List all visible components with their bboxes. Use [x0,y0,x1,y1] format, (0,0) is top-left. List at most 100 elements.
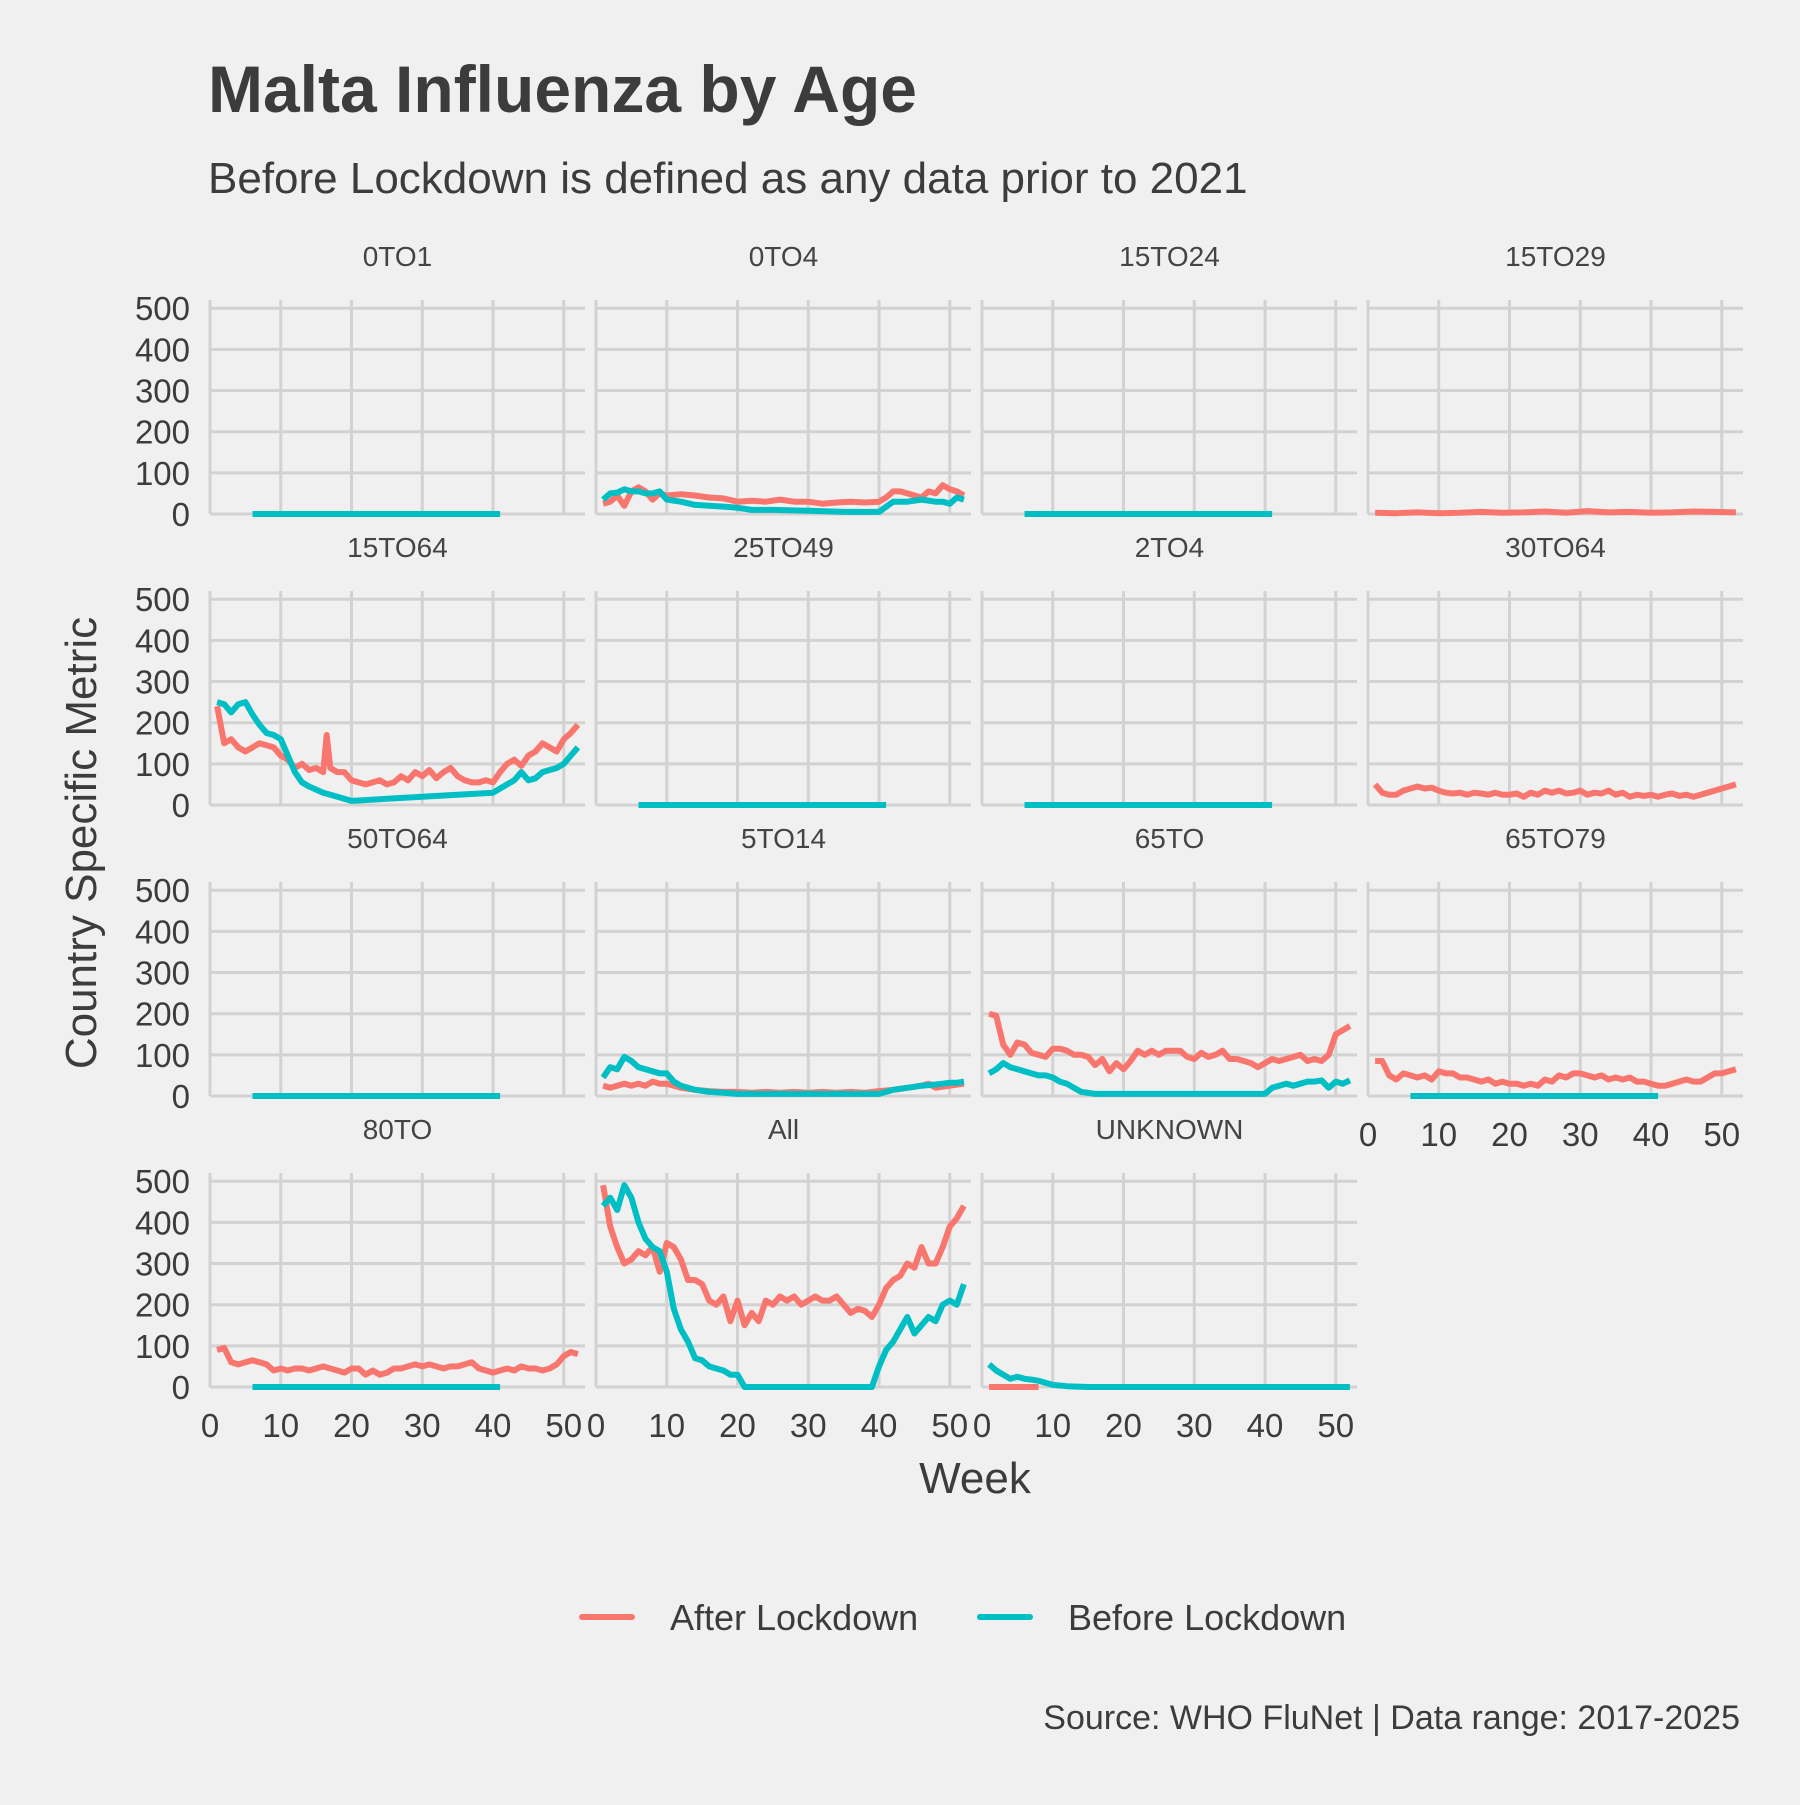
x-tick-label: 40 [1247,1407,1284,1444]
legend-label-after: After Lockdown [670,1597,918,1638]
y-tick-label: 400 [135,913,190,950]
x-tick-label: 30 [1176,1407,1213,1444]
x-tick-label: 30 [790,1407,827,1444]
x-tick-label: 50 [1317,1407,1354,1444]
x-tick-label: 0 [973,1407,991,1444]
x-tick-label: 0 [201,1407,219,1444]
x-tick-label: 20 [1491,1116,1528,1153]
panel-5to14: 5TO14 [594,823,971,1098]
series-line-before-lockdown [600,1182,967,1390]
y-tick-label: 400 [135,1204,190,1241]
y-tick-label: 0 [172,1369,190,1406]
y-tick-label: 300 [135,955,190,992]
y-tick-label: 400 [135,622,190,659]
series-line-before-lockdown [987,1362,1350,1390]
y-tick-label: 100 [135,746,190,783]
panel-25to49: 25TO49 [594,532,971,808]
y-tick-label: 200 [135,705,190,742]
x-tick-label: 50 [545,1407,582,1444]
x-tick-label: 40 [475,1407,512,1444]
x-tick-label: 20 [1105,1407,1142,1444]
x-tick-label: 40 [1633,1116,1670,1153]
panel-80to: 80TO 0 100 200 300 400 500 0 10 20 30 40 50 [135,1114,585,1444]
y-tick-label: 0 [172,496,190,533]
x-tick-label: 0 [587,1407,605,1444]
y-tick-label: 100 [135,1328,190,1365]
series-line-after-lockdown [1375,1058,1737,1089]
panel-strip-label: 15TO24 [1119,241,1220,272]
panel-strip-label: 5TO14 [741,823,826,854]
panel-strip-label: 50TO64 [347,823,448,854]
panel-65to: 65TO [980,823,1357,1098]
y-tick-label: 200 [135,414,190,451]
y-tick-label: 500 [135,872,190,909]
y-axis-title: Country Specific Metric [57,617,106,1069]
x-tick-label: 10 [1420,1116,1457,1153]
panel-0to4: 0TO4 [594,241,971,516]
y-tick-label: 100 [135,455,190,492]
x-tick-label: 10 [1034,1407,1071,1444]
series-line-after-lockdown [988,1010,1352,1075]
series-line-after-lockdown [216,1344,579,1378]
x-axis-title: Week [919,1454,1032,1503]
x-tick-label: 30 [1562,1116,1599,1153]
panel-2to4: 2TO4 [980,532,1357,808]
series-line-after-lockdown [1372,781,1737,800]
chart-title: Malta Influenza by Age [208,52,917,126]
x-tick-label: 20 [719,1407,756,1444]
panel-strip-label: 30TO64 [1505,532,1606,563]
series-line-before-lockdown [987,1060,1352,1097]
x-tick-label: 50 [931,1407,968,1444]
x-tick-label: 40 [861,1407,898,1444]
panel-all: All 0 10 20 30 40 50 [587,1114,971,1444]
y-tick-label: 500 [135,581,190,618]
series-line-before-lockdown [601,486,965,515]
panel-strip-label: All [768,1114,799,1145]
panel-strip-label: 15TO64 [347,532,448,563]
y-tick-label: 200 [135,1287,190,1324]
panel-15to64: 15TO64 0 100 200 300 400 500 [135,532,585,824]
y-tick-label: 300 [135,373,190,410]
x-tick-label: 50 [1703,1116,1740,1153]
panel-65to79: 65TO79 0 10 20 30 40 50 [1359,823,1743,1153]
legend: After Lockdown Before Lockdown [579,1597,1346,1638]
y-tick-label: 100 [135,1037,190,1074]
panel-strip-label: 2TO4 [1135,532,1205,563]
x-tick-label: 0 [1359,1116,1377,1153]
chart-subtitle: Before Lockdown is defined as any data p… [208,154,1248,203]
panel-15to24: 15TO24 [980,241,1357,517]
x-tick-label: 30 [404,1407,441,1444]
x-tick-label: 10 [262,1407,299,1444]
y-tick-label: 200 [135,996,190,1033]
chart-caption: Source: WHO FluNet | Data range: 2017-20… [1043,1699,1740,1737]
panel-strip-label: UNKNOWN [1096,1114,1244,1145]
y-tick-label: 400 [135,331,190,368]
legend-label-before: Before Lockdown [1068,1597,1346,1638]
panel-strip-label: 0TO1 [363,241,433,272]
panel-strip-label: 25TO49 [733,532,834,563]
panel-strip-label: 65TO79 [1505,823,1606,854]
x-tick-label: 10 [648,1407,685,1444]
panel-strip-label: 0TO4 [749,241,819,272]
panel-0to1: 0TO1 0 100 200 300 400 500 [135,241,585,533]
panel-unknown: UNKNOWN 0 10 20 30 40 50 [973,1114,1357,1444]
y-tick-label: 500 [135,1163,190,1200]
panel-30to64: 30TO64 [1366,532,1743,807]
x-tick-label: 20 [333,1407,370,1444]
series-line-before-lockdown [600,1053,965,1097]
y-tick-label: 500 [135,290,190,327]
y-tick-label: 0 [172,787,190,824]
y-tick-label: 300 [135,1246,190,1283]
panel-15to29: 15TO29 [1366,241,1743,517]
series-line-after-lockdown [1375,508,1736,517]
panel-50to64: 50TO64 0 100 200 300 400 500 [135,823,585,1115]
panel-strip-label: 15TO29 [1505,241,1606,272]
y-tick-label: 0 [172,1078,190,1115]
panel-strip-label: 65TO [1135,823,1205,854]
panel-strip-label: 80TO [363,1114,433,1145]
y-tick-label: 300 [135,664,190,701]
series-line-before-lockdown [216,699,581,804]
